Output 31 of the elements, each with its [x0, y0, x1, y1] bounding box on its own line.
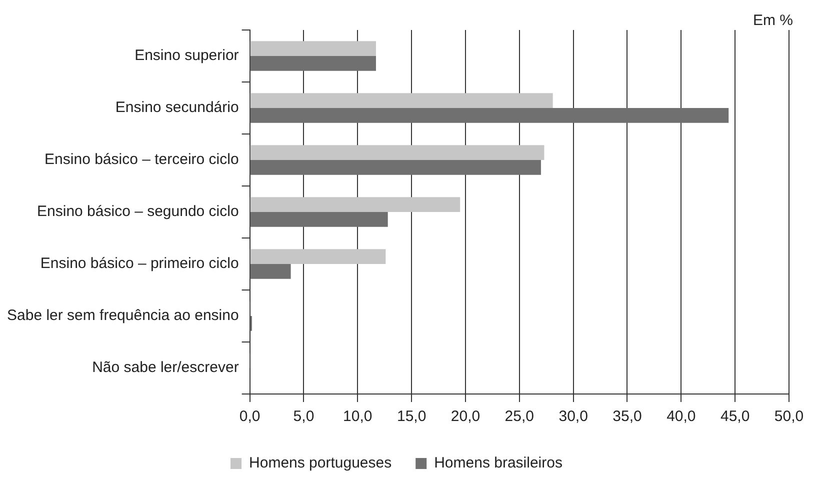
- y-tick-label: Ensino básico – primeiro ciclo: [40, 255, 239, 272]
- x-tick-label: 0,0: [239, 408, 260, 426]
- legend-label: Homens brasileiros: [434, 454, 562, 472]
- legend-label: Homens portugueses: [249, 454, 392, 472]
- bar: [250, 41, 376, 56]
- bar: [250, 212, 388, 227]
- x-tick-label: 45,0: [720, 408, 750, 426]
- bar: [250, 108, 729, 123]
- text: Em %: [752, 12, 793, 29]
- y-tick-label: Ensino básico – segundo ciclo: [37, 203, 239, 220]
- x-tick-label: 15,0: [396, 408, 426, 426]
- x-tick-label: 40,0: [666, 408, 696, 426]
- bar: [250, 160, 541, 175]
- y-tick-label: Ensino secundário: [115, 99, 239, 116]
- bar: [250, 197, 460, 212]
- bar: [250, 145, 544, 160]
- bar: [250, 264, 291, 279]
- y-tick-label: Ensino básico – terceiro ciclo: [44, 151, 239, 168]
- x-tick-label: 50,0: [774, 408, 804, 426]
- bar: [250, 56, 376, 71]
- x-tick-label: 25,0: [504, 408, 534, 426]
- bar: [250, 249, 386, 264]
- x-tick-label: 5,0: [293, 408, 314, 426]
- bar: [250, 93, 553, 108]
- x-tick-label: 35,0: [612, 408, 642, 426]
- y-tick-label: Sabe ler sem frequência ao ensino: [7, 307, 239, 324]
- y-tick-label: Não sabe ler/escrever: [92, 359, 239, 376]
- y-tick-label: Ensino superior: [134, 47, 239, 64]
- x-tick-label: 20,0: [450, 408, 480, 426]
- x-tick-label: 30,0: [558, 408, 588, 426]
- x-tick-label: 10,0: [343, 408, 372, 426]
